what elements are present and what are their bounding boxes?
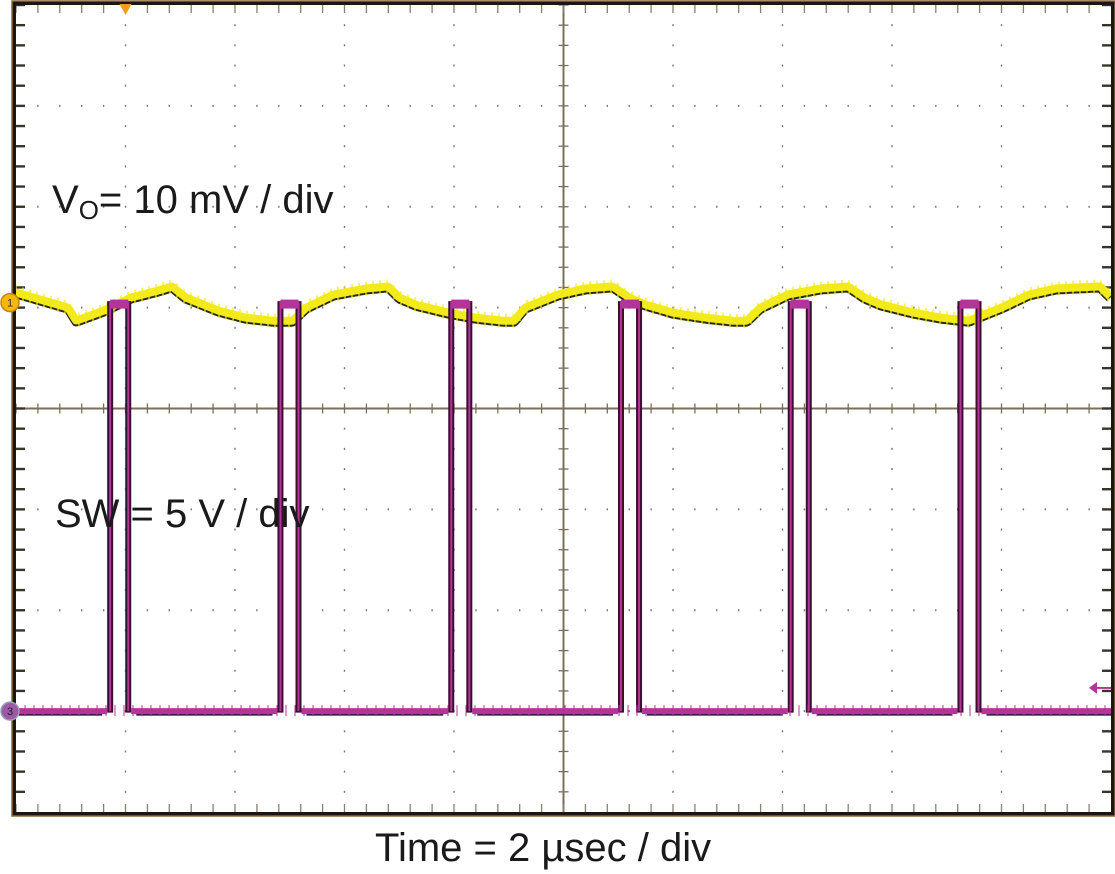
channel-markers: 13 bbox=[0, 4, 1111, 721]
graticule-frame bbox=[11, 0, 1115, 817]
vo-label-main: V bbox=[52, 178, 79, 222]
vo-label-subscript: O bbox=[78, 195, 99, 225]
time-scale-label: Time = 2 µsec / div bbox=[375, 826, 712, 870]
graticule-grid bbox=[15, 3, 1111, 812]
vo-label-scale: = 10 mV / div bbox=[98, 178, 334, 222]
sw-scale-label: SW = 5 V / div bbox=[55, 492, 310, 536]
waveform-traces bbox=[13, 279, 1114, 717]
svg-text:3: 3 bbox=[7, 706, 13, 718]
svg-text:1: 1 bbox=[7, 298, 13, 310]
vo-scale-label: VO= 10 mV / div bbox=[52, 178, 333, 226]
